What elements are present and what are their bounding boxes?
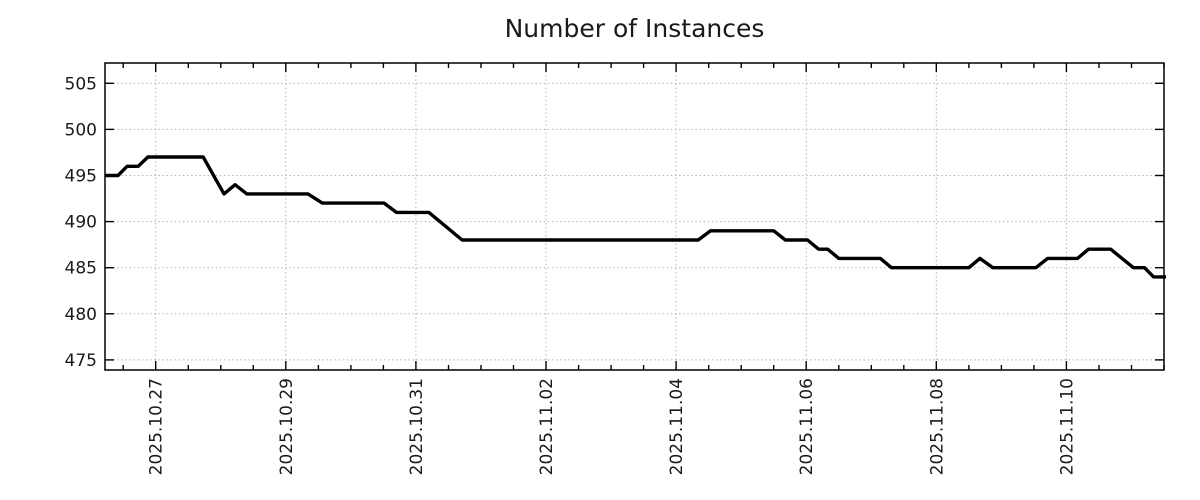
x-tick-label: 2025.11.02: [537, 378, 557, 475]
y-tick-labels: 475 480 485 490 495 500 505: [65, 74, 97, 371]
y-tick-label: 475: [65, 351, 97, 371]
x-tick-label: 2025.11.08: [927, 378, 947, 475]
x-tick-label: 2025.11.10: [1057, 378, 1077, 475]
y-tick-label: 490: [65, 213, 97, 233]
y-tick-label: 500: [65, 120, 97, 140]
y-tick-label: 505: [65, 74, 97, 94]
y-tick-label: 485: [65, 259, 97, 279]
axis-ticks: [105, 63, 1165, 370]
data-series-line: [105, 155, 1166, 279]
x-tick-label: 2025.10.29: [277, 378, 297, 475]
x-tick-label: 2025.11.04: [667, 378, 687, 475]
gridlines: [105, 63, 1164, 370]
x-tick-label: 2025.10.31: [407, 378, 427, 475]
plot-border: [104, 62, 1165, 371]
x-tick-label: 2025.11.06: [797, 378, 817, 475]
x-tick-label: 2025.10.27: [147, 378, 167, 475]
chart-title: Number of Instances: [504, 14, 765, 43]
y-tick-label: 480: [65, 305, 97, 325]
x-tick-labels: 2025.10.27 2025.10.29 2025.10.31 2025.11.02…: [147, 378, 1078, 475]
y-tick-label: 495: [65, 167, 97, 187]
